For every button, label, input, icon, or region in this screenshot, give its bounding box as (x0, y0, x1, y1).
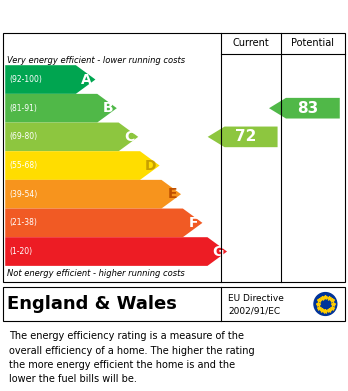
Text: (21-38): (21-38) (9, 218, 37, 228)
Text: D: D (145, 158, 157, 172)
Polygon shape (5, 237, 227, 266)
Text: Energy Efficiency Rating: Energy Efficiency Rating (10, 7, 220, 23)
Text: (39-54): (39-54) (9, 190, 38, 199)
Text: C: C (124, 130, 135, 144)
Text: 2002/91/EC: 2002/91/EC (228, 306, 280, 315)
Ellipse shape (314, 292, 337, 316)
Text: 83: 83 (297, 101, 318, 116)
Text: (69-80): (69-80) (9, 133, 38, 142)
Polygon shape (5, 94, 117, 122)
Text: G: G (213, 244, 224, 258)
Text: EU Directive: EU Directive (228, 294, 284, 303)
Text: (1-20): (1-20) (9, 247, 32, 256)
Text: Not energy efficient - higher running costs: Not energy efficient - higher running co… (7, 269, 185, 278)
Text: B: B (103, 101, 113, 115)
Text: E: E (167, 187, 177, 201)
Polygon shape (5, 208, 203, 237)
Polygon shape (5, 180, 181, 208)
Polygon shape (5, 151, 160, 180)
Text: A: A (81, 72, 92, 86)
Polygon shape (5, 122, 138, 151)
Text: Potential: Potential (291, 38, 334, 48)
Text: Very energy efficient - lower running costs: Very energy efficient - lower running co… (7, 56, 185, 65)
Text: (81-91): (81-91) (9, 104, 37, 113)
Text: Current: Current (233, 38, 269, 48)
Text: F: F (189, 216, 198, 230)
Text: (92-100): (92-100) (9, 75, 42, 84)
Polygon shape (269, 98, 340, 118)
Text: The energy efficiency rating is a measure of the
overall efficiency of a home. T: The energy efficiency rating is a measur… (9, 331, 254, 384)
Text: 72: 72 (236, 129, 257, 144)
Polygon shape (208, 127, 278, 147)
Text: (55-68): (55-68) (9, 161, 38, 170)
Polygon shape (5, 65, 95, 94)
Text: England & Wales: England & Wales (7, 295, 177, 313)
